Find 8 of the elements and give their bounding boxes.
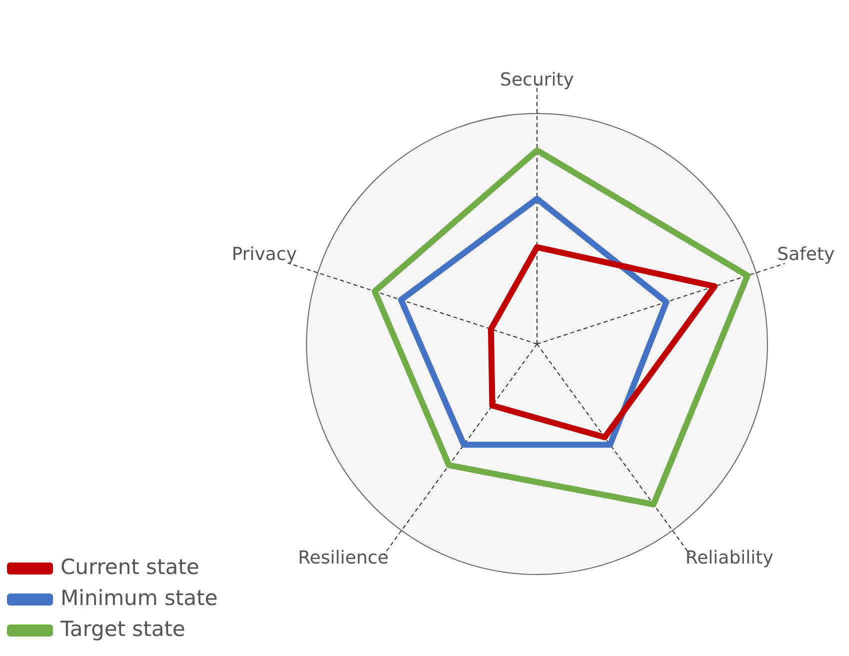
legend-label: Minimum state <box>60 586 218 610</box>
spoke-label: Privacy <box>232 244 298 265</box>
spoke-label: Security <box>500 69 574 90</box>
legend-label: Current state <box>60 554 200 579</box>
spoke-label: Reliability <box>685 548 774 569</box>
spoke-label: Safety <box>777 244 836 265</box>
spoke-label: Resilience <box>298 548 389 569</box>
legend-label: Target state <box>60 616 186 641</box>
